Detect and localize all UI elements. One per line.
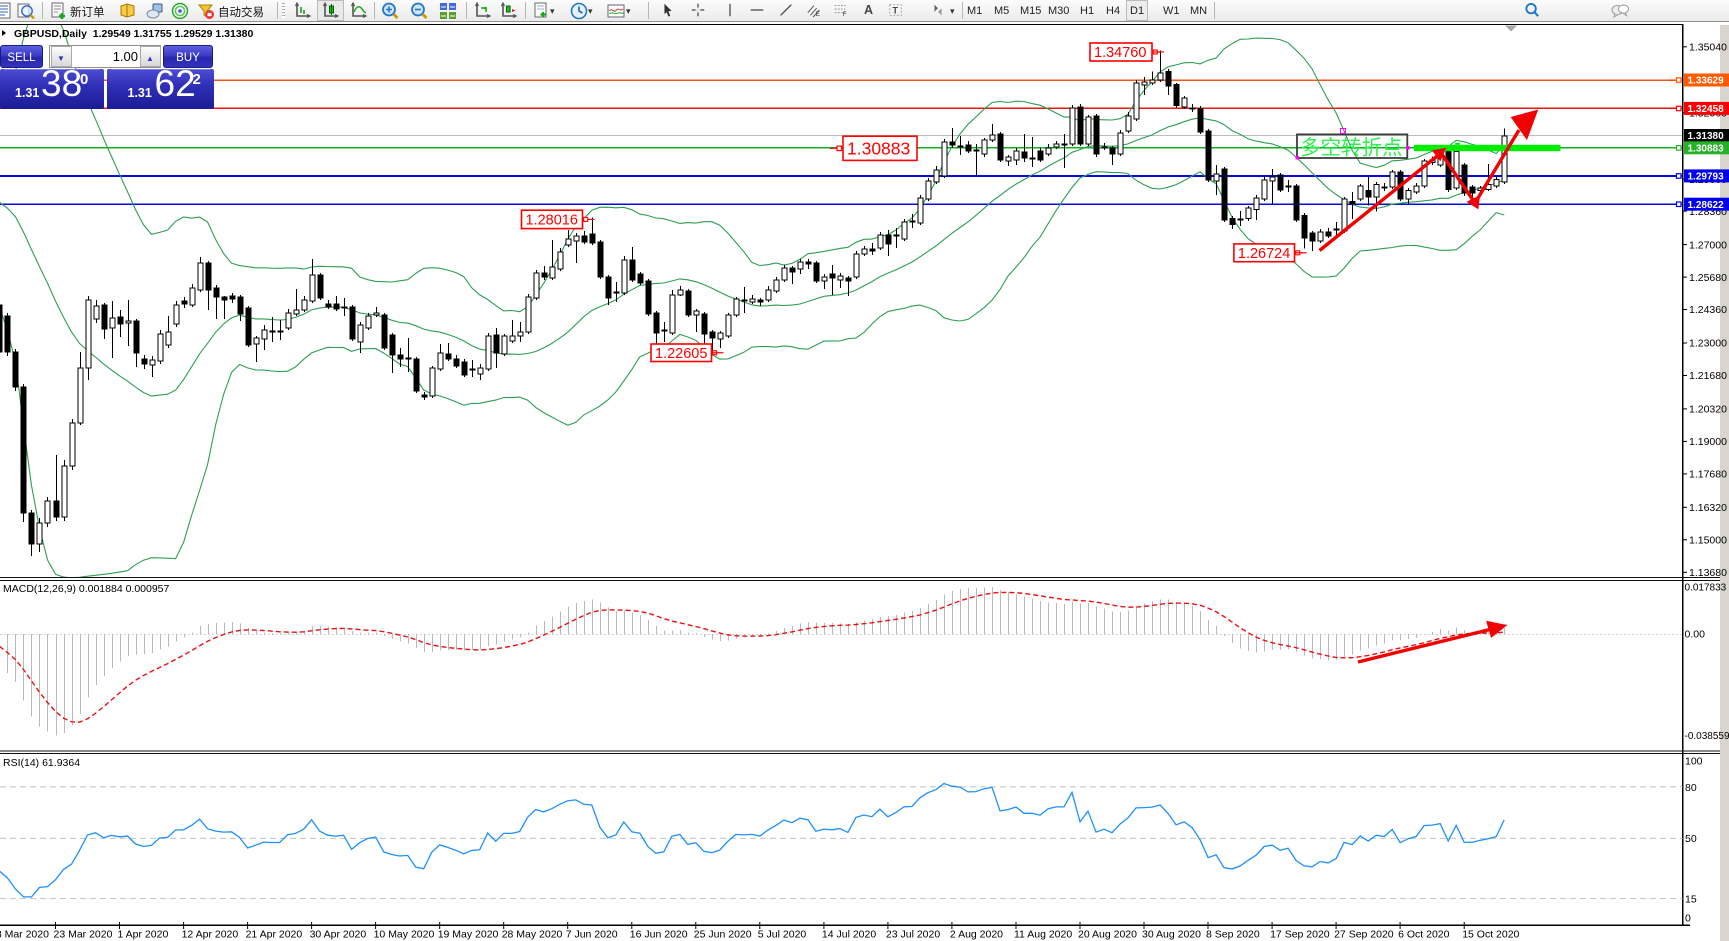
svg-text:11 Aug 2020: 11 Aug 2020 bbox=[1014, 929, 1072, 941]
svg-text:15: 15 bbox=[1685, 893, 1697, 905]
svg-text:2 Aug 2020: 2 Aug 2020 bbox=[950, 929, 1003, 941]
svg-text:10 May 2020: 10 May 2020 bbox=[374, 929, 435, 941]
svg-text:1.30883: 1.30883 bbox=[847, 139, 910, 159]
svg-text:1.27000: 1.27000 bbox=[1689, 239, 1727, 251]
svg-text:1.17680: 1.17680 bbox=[1689, 469, 1727, 481]
svg-text:15 Oct 2020: 15 Oct 2020 bbox=[1462, 929, 1519, 941]
svg-text:0: 0 bbox=[1685, 913, 1691, 925]
svg-text:1.33629: 1.33629 bbox=[1688, 76, 1725, 87]
svg-text:5 Jul 2020: 5 Jul 2020 bbox=[758, 929, 807, 941]
svg-text:1.24360: 1.24360 bbox=[1689, 304, 1727, 316]
svg-text:1.23000: 1.23000 bbox=[1689, 338, 1727, 350]
svg-text:1.15000: 1.15000 bbox=[1689, 535, 1727, 547]
svg-text:19 May 2020: 19 May 2020 bbox=[438, 929, 499, 941]
svg-text:1.35040: 1.35040 bbox=[1689, 42, 1727, 54]
svg-text:23 Jul 2020: 23 Jul 2020 bbox=[886, 929, 940, 941]
svg-text:1.13680: 1.13680 bbox=[1689, 567, 1727, 579]
svg-text:17 Sep 2020: 17 Sep 2020 bbox=[1270, 929, 1330, 941]
svg-text:RSI(14) 61.9364: RSI(14) 61.9364 bbox=[3, 757, 80, 769]
svg-text:T: T bbox=[892, 6, 898, 16]
svg-text:1.16320: 1.16320 bbox=[1689, 502, 1727, 514]
svg-text:-0.038559: -0.038559 bbox=[1685, 731, 1729, 742]
svg-text:13 Mar 2020: 13 Mar 2020 bbox=[0, 929, 49, 941]
svg-text:1.26724: 1.26724 bbox=[1238, 246, 1290, 262]
svg-text:30 Aug 2020: 30 Aug 2020 bbox=[1142, 929, 1201, 941]
svg-text:1.19000: 1.19000 bbox=[1689, 436, 1727, 448]
svg-text:1.20320: 1.20320 bbox=[1689, 404, 1727, 416]
svg-text:1 Apr 2020: 1 Apr 2020 bbox=[118, 929, 169, 941]
svg-text:1.31380: 1.31380 bbox=[1688, 131, 1725, 142]
svg-text:6 Oct 2020: 6 Oct 2020 bbox=[1398, 929, 1450, 941]
svg-text:12 Apr 2020: 12 Apr 2020 bbox=[182, 929, 239, 941]
svg-text:20 Aug 2020: 20 Aug 2020 bbox=[1078, 929, 1137, 941]
svg-text:14 Jul 2020: 14 Jul 2020 bbox=[822, 929, 876, 941]
svg-text:16 Jun 2020: 16 Jun 2020 bbox=[630, 929, 688, 941]
svg-text:1.25680: 1.25680 bbox=[1689, 272, 1727, 284]
svg-text:25 Jun 2020: 25 Jun 2020 bbox=[694, 929, 752, 941]
svg-text:1.28016: 1.28016 bbox=[526, 213, 578, 229]
svg-text:1.29793: 1.29793 bbox=[1688, 172, 1725, 183]
svg-text:80: 80 bbox=[1685, 782, 1697, 794]
svg-text:E: E bbox=[816, 11, 820, 18]
svg-text:28 May 2020: 28 May 2020 bbox=[502, 929, 563, 941]
svg-text:F: F bbox=[843, 11, 847, 18]
svg-text:1.28622: 1.28622 bbox=[1688, 200, 1725, 211]
svg-text:多空转折点: 多空转折点 bbox=[1300, 137, 1403, 160]
svg-text:MACD(12,26,9) 0.001884 0.00095: MACD(12,26,9) 0.001884 0.000957 bbox=[3, 583, 170, 595]
svg-text:30 Apr 2020: 30 Apr 2020 bbox=[310, 929, 367, 941]
svg-text:0.017833: 0.017833 bbox=[1685, 582, 1727, 593]
svg-text:0.00: 0.00 bbox=[1685, 629, 1706, 641]
svg-text:1.21680: 1.21680 bbox=[1689, 370, 1727, 382]
svg-text:1.22605: 1.22605 bbox=[655, 346, 707, 362]
svg-text:1.34760: 1.34760 bbox=[1094, 45, 1146, 61]
svg-text:21 Apr 2020: 21 Apr 2020 bbox=[246, 929, 303, 941]
svg-text:7 Jun 2020: 7 Jun 2020 bbox=[566, 929, 618, 941]
svg-text:1.30883: 1.30883 bbox=[1688, 143, 1725, 154]
svg-text:50: 50 bbox=[1685, 833, 1697, 845]
svg-text:27 Sep 2020: 27 Sep 2020 bbox=[1334, 929, 1394, 941]
svg-text:1.32458: 1.32458 bbox=[1688, 104, 1725, 115]
svg-text:8 Sep 2020: 8 Sep 2020 bbox=[1206, 929, 1260, 941]
svg-text:100: 100 bbox=[1685, 756, 1703, 768]
svg-text:23 Mar 2020: 23 Mar 2020 bbox=[54, 929, 113, 941]
